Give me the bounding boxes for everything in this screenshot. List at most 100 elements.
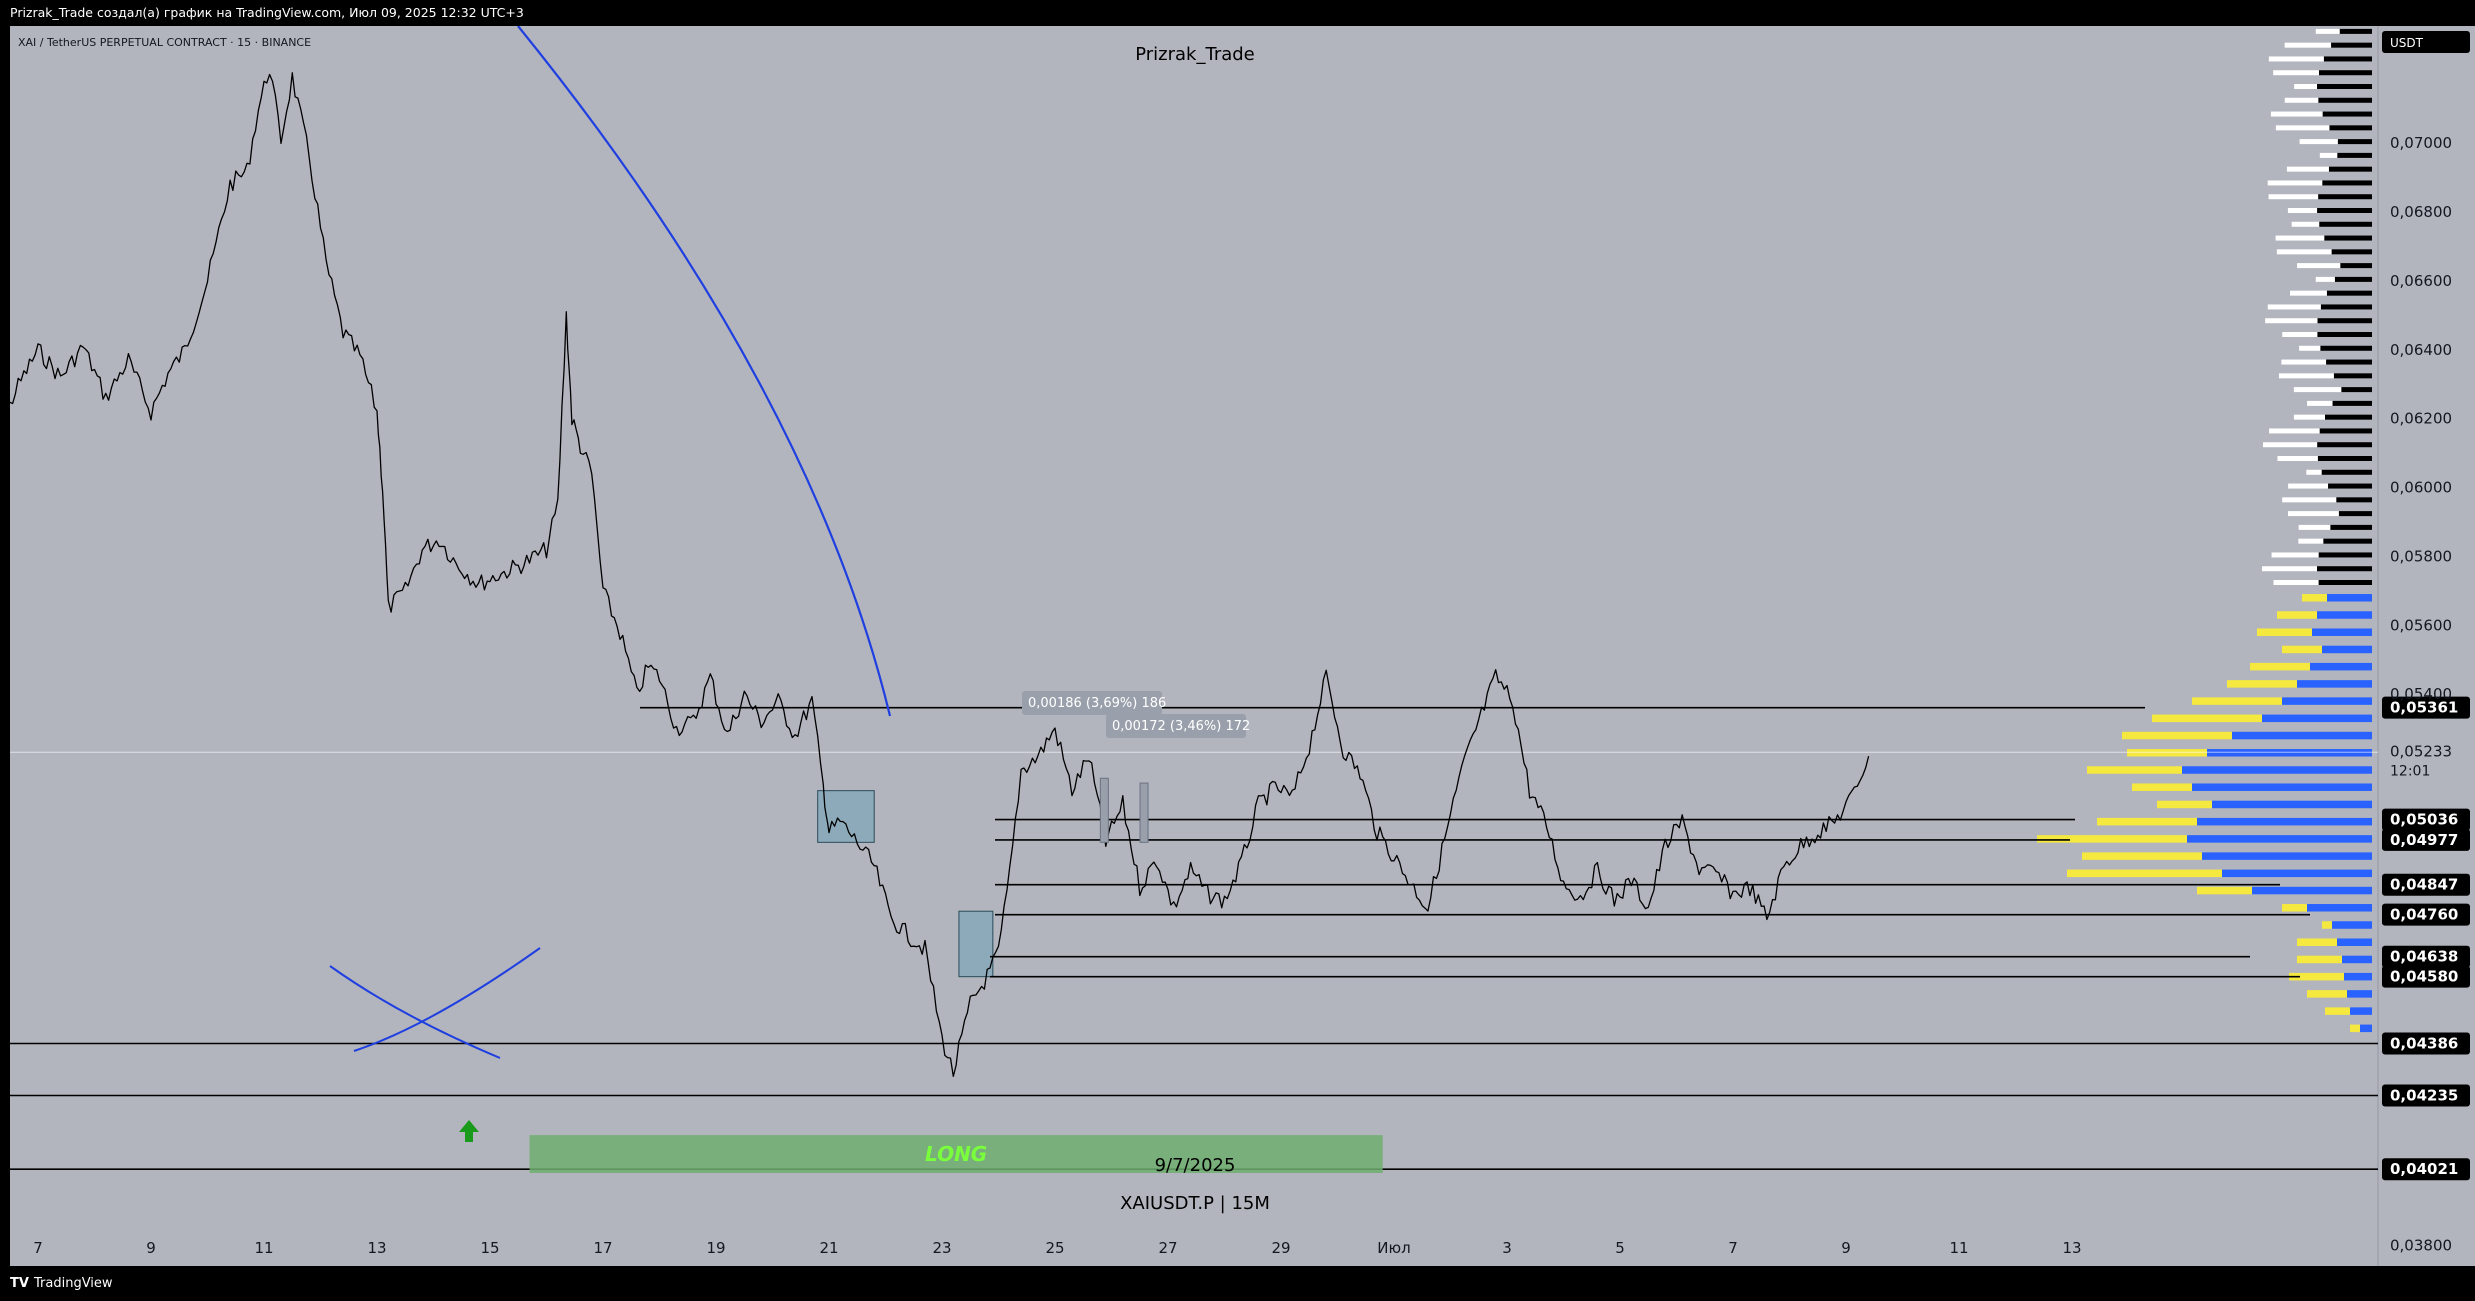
time-axis-tick: 3 (1502, 1239, 1512, 1257)
price-axis-tick: 0,06000 (2390, 479, 2452, 497)
vp-white-bar (2268, 56, 2324, 62)
vp-white-bar (2290, 290, 2327, 296)
current-price-tag: 0,05233 12:01 (2390, 743, 2452, 780)
vp-blue-bar (2317, 611, 2372, 619)
level-price-label: 0,04235 (2390, 1087, 2458, 1105)
time-axis-tick: 11 (1949, 1239, 1968, 1257)
vp-black-bar (2326, 290, 2372, 296)
vp-blue-bar (2282, 697, 2372, 705)
time-axis[interactable]: 7 9 11 13 15 17 19 21 23 25 27 29 Июл 3 5 7 9 11 13 (33, 1239, 2081, 1257)
level-price-tag (2382, 828, 2470, 851)
vp-white-bar (2299, 345, 2321, 351)
level-price-label: 0,05036 (2390, 811, 2458, 829)
time-axis-tick: 7 (1728, 1239, 1738, 1257)
vp-white-bar (2273, 580, 2319, 585)
level-price-tag (2382, 696, 2470, 719)
vp-blue-bar (2337, 938, 2372, 946)
vp-black-bar (2336, 497, 2372, 503)
time-axis-tick: 9 (1841, 1239, 1851, 1257)
watermark-author: Prizrak_Trade (1135, 44, 1255, 65)
vp-black-bar (2317, 442, 2372, 448)
price-chart[interactable]: 0,05361 0,05036 0,04977 0,04847 0,04760 0,046… (0, 25, 2475, 1266)
measure-bar (1139, 782, 1149, 843)
vp-black-bar (2318, 552, 2372, 558)
vp-blue-bar (2207, 749, 2372, 757)
vp-black-bar (2338, 511, 2372, 517)
currency-badge[interactable]: USDT (2382, 31, 2470, 53)
level-price-tag (2382, 1084, 2470, 1107)
price-axis-tick: 0,06200 (2390, 410, 2452, 428)
vp-black-bar (2328, 483, 2372, 489)
price-axis-tick: 0,06400 (2390, 341, 2452, 359)
vp-white-bar (2282, 497, 2337, 503)
price-axis-tick: 0,06800 (2390, 203, 2452, 221)
measure-label-box (1022, 691, 1162, 715)
vp-black-bar (2323, 56, 2372, 62)
cross-mark-stroke-2 (353, 947, 541, 1052)
current-price-line (10, 751, 2378, 753)
vp-yellow-bar (2082, 852, 2202, 860)
vp-black-bar (2317, 318, 2372, 324)
vp-black-bar (2317, 332, 2372, 337)
vp-white-bar (2291, 221, 2320, 227)
vp-white-bar (2276, 249, 2332, 255)
vp-yellow-bar (2127, 749, 2207, 757)
measure-label: 0,00186 (3,69%) 186 (1028, 696, 1166, 711)
vp-black-bar (2321, 469, 2372, 475)
chart-area[interactable]: 0,05361 0,05036 0,04977 0,04847 0,04760 0,046… (0, 25, 2475, 1266)
vp-white-bar (2293, 414, 2325, 420)
vp-blue-bar (2332, 921, 2372, 929)
horizontal-levels: 0,05361 0,05036 0,04977 0,04847 0,04760 0,046… (10, 696, 2470, 1181)
vp-black-bar (2318, 194, 2372, 200)
vp-blue-bar (2232, 731, 2372, 740)
level-price-tag (2382, 808, 2470, 831)
time-axis-tick: 9 (146, 1239, 156, 1257)
vp-blue-bar (2307, 904, 2372, 912)
price-axis[interactable]: 0,07000 0,06800 0,06600 0,06400 0,06200 0,060… (2390, 134, 2452, 1254)
currency-label: USDT (2390, 36, 2424, 50)
vp-blue-bar (2252, 886, 2372, 895)
vp-black-bar (2317, 208, 2372, 213)
vp-yellow-bar (2067, 869, 2222, 878)
vp-white-bar (2307, 400, 2333, 406)
price-series-line (0, 72, 1870, 1078)
vp-yellow-bar (2227, 680, 2297, 688)
vp-black-bar (2320, 345, 2372, 351)
vp-white-bar (2275, 125, 2330, 131)
vp-white-bar (2287, 208, 2318, 213)
brand-name[interactable]: TradingView (34, 1276, 113, 1291)
header-title: Prizrak_Trade создал(а) график на Tradin… (10, 5, 524, 20)
vp-blue-bar (2182, 766, 2372, 774)
vp-white-bar (2298, 538, 2324, 544)
vp-yellow-bar (2282, 904, 2307, 912)
level-price-label: 0,04386 (2390, 1034, 2458, 1052)
time-axis-tick: 13 (367, 1239, 386, 1257)
level-price-label: 0,04847 (2390, 876, 2458, 894)
vp-blue-bar (2310, 662, 2372, 671)
vp-white-bar (2288, 483, 2329, 489)
vp-white-bar (2315, 28, 2340, 34)
level-price-label: 0,04977 (2390, 831, 2458, 849)
time-axis-tick: 13 (2062, 1239, 2081, 1257)
vp-white-bar (2319, 152, 2338, 158)
vp-yellow-bar (2297, 938, 2337, 946)
vp-black-bar (2329, 125, 2372, 131)
vp-black-bar (2328, 166, 2372, 172)
vp-blue-bar (2350, 1007, 2372, 1015)
vp-yellow-bar (2302, 594, 2327, 602)
tradingview-logo-icon[interactable]: TV (10, 1276, 29, 1291)
vp-yellow-bar (2297, 955, 2342, 964)
vp-white-bar (2306, 469, 2322, 475)
vp-black-bar (2318, 70, 2372, 76)
vp-white-bar (2270, 111, 2323, 117)
vp-blue-bar (2202, 852, 2372, 860)
vp-yellow-bar (2257, 628, 2312, 636)
bottom-bar: TV TradingView (0, 1266, 2475, 1301)
time-axis-tick: 17 (593, 1239, 612, 1257)
time-axis-tick: 29 (1271, 1239, 1290, 1257)
vp-blue-bar (2312, 628, 2372, 636)
vp-white-bar (2284, 42, 2332, 48)
vp-white-bar (2273, 70, 2319, 76)
level-price-label: 0,04021 (2390, 1160, 2458, 1178)
price-axis-tick: 0,06600 (2390, 272, 2452, 290)
